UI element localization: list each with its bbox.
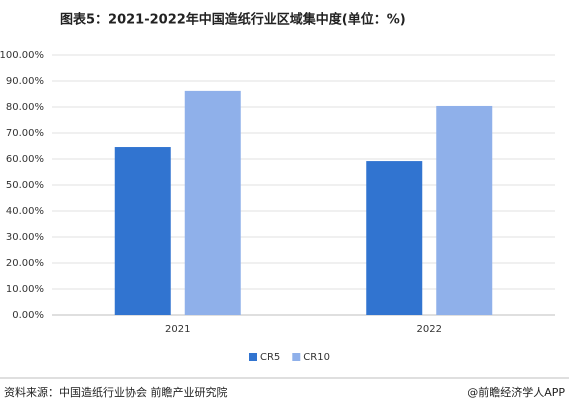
y-tick-label: 50.00% [6,180,44,191]
y-tick-label: 100.00% [0,50,44,61]
y-tick-label: 30.00% [6,232,44,243]
source: 资料来源：中国造纸行业协会 前瞻产业研究院 [4,385,228,399]
chart-title: 图表5：2021-2022年中国造纸行业区域集中度(单位：%) [60,12,406,28]
x-tick-label: 2022 [417,324,442,335]
bar [436,105,493,316]
credit: @前瞻经济学人APP [467,385,565,399]
y-tick-label: 90.00% [6,76,44,87]
y-tick-label: 20.00% [6,258,44,269]
bar [184,90,241,315]
y-tick-label: 70.00% [6,128,44,139]
bar [366,161,423,315]
y-tick-label: 10.00% [6,284,44,295]
bar [114,147,171,315]
y-tick-label: 0.00% [12,310,44,321]
x-tick-label: 2021 [165,324,190,335]
legend-label: CR5 [260,352,280,363]
legend-swatch [292,353,301,361]
legend-swatch [249,353,257,361]
y-tick-label: 40.00% [6,206,44,217]
legend-label: CR10 [303,352,330,363]
y-tick-label: 80.00% [6,102,44,113]
y-tick-label: 60.00% [6,154,44,165]
